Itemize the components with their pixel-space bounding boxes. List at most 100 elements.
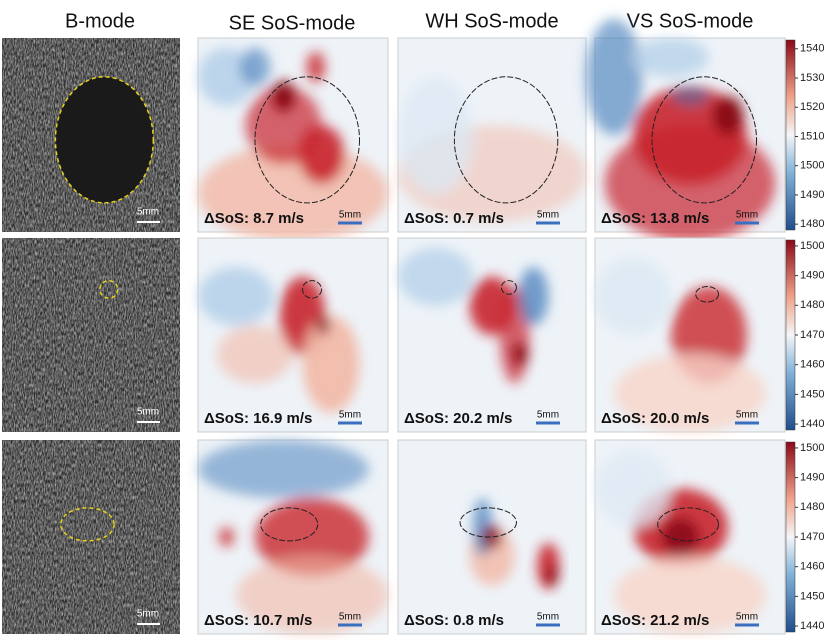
- scale-bar-label: 5mm: [537, 210, 559, 221]
- colorbar-tick-label: 1450: [800, 590, 824, 602]
- column-header: SE SoS-mode: [229, 12, 356, 34]
- colorbar-tick-label: 1440: [800, 418, 824, 430]
- bmode-speckle: [2, 440, 180, 634]
- sos-region: [255, 498, 369, 576]
- delta-sos: ΔSoS: 10.7 m/s: [204, 612, 312, 629]
- colorbar-tick-label: 1490: [800, 472, 824, 484]
- lesion-contour: [695, 286, 719, 303]
- scale-bar-label: 5mm: [736, 210, 758, 221]
- colorbar-tick-label: 1480: [800, 501, 824, 513]
- delta-sos: ΔSoS: 0.8 m/s: [404, 612, 504, 629]
- sos-region: [198, 440, 369, 499]
- sos-region: [218, 527, 235, 547]
- sos-region: [614, 556, 766, 634]
- sos-region: [671, 86, 709, 106]
- sos-blobs: [585, 18, 776, 242]
- colorbar-tick-label: 1500: [800, 442, 824, 454]
- sos-region: [482, 525, 502, 549]
- colorbar-tick-label: 1490: [800, 189, 824, 201]
- lesion-contour: [459, 507, 517, 538]
- colorbar-tick-label: 1500: [800, 240, 824, 252]
- lesion-contour: [99, 279, 119, 299]
- sos-blobs: [595, 257, 766, 433]
- scale-bar-label: 5mm: [137, 407, 159, 418]
- sos-region: [236, 556, 388, 634]
- scale-bar-label: 5mm: [339, 612, 361, 623]
- sos-region: [595, 257, 671, 336]
- scale-bar-label: 5mm: [339, 210, 361, 221]
- sos-region: [633, 38, 709, 77]
- colorbar-tick-label: 1500: [800, 160, 824, 172]
- lesion-contour: [59, 507, 115, 542]
- lesion-contour: [260, 507, 319, 542]
- lesion-contour: [54, 76, 155, 204]
- sos-region: [306, 51, 326, 83]
- scale-bar-label: 5mm: [537, 410, 559, 421]
- bmode-speckle: [2, 238, 180, 432]
- delta-sos: ΔSoS: 20.0 m/s: [601, 410, 709, 427]
- sos-region: [272, 80, 295, 112]
- lesion-contour: [254, 76, 360, 204]
- sos-blobs: [469, 498, 560, 590]
- delta-sos: ΔSoS: 21.2 m/s: [601, 612, 709, 629]
- sos-region: [398, 247, 474, 306]
- sos-blobs: [595, 449, 766, 634]
- sos-region: [302, 315, 360, 413]
- colorbar-tick-label: 1480: [800, 299, 824, 311]
- colorbar-tick-label: 1480: [800, 218, 824, 230]
- delta-sos: ΔSoS: 20.2 m/s: [404, 410, 512, 427]
- scale-bar-label: 5mm: [137, 609, 159, 620]
- lesion-contour: [651, 76, 757, 204]
- delta-sos: ΔSoS: 8.7 m/s: [204, 210, 304, 227]
- sos-blobs: [398, 247, 549, 384]
- sos-blobs: [198, 47, 388, 242]
- sos-region: [217, 325, 293, 384]
- column-header: VS SoS-mode: [627, 10, 754, 32]
- colorbar-tick-label: 1510: [800, 130, 824, 142]
- colorbar-tick-label: 1470: [800, 531, 824, 543]
- colorbar-tick-label: 1470: [800, 329, 824, 341]
- column-header: B-mode: [65, 10, 135, 32]
- lesion-contour: [453, 76, 559, 204]
- scale-bar-label: 5mm: [137, 207, 159, 218]
- sos-region: [712, 96, 744, 135]
- colorbar-tick-label: 1520: [800, 101, 824, 113]
- delta-sos: ΔSoS: 13.8 m/s: [601, 210, 709, 227]
- lesion-contour: [657, 507, 719, 542]
- sos-region: [546, 566, 558, 586]
- sos-region: [585, 18, 643, 135]
- delta-sos: ΔSoS: 16.9 m/s: [204, 410, 312, 427]
- sos-region: [317, 315, 330, 335]
- sos-region: [198, 267, 274, 326]
- colorbar-tick-label: 1460: [800, 561, 824, 573]
- lesion-contour: [302, 280, 322, 299]
- sos-blobs: [198, 440, 388, 634]
- sos-region: [614, 354, 766, 433]
- sos-region: [512, 342, 528, 367]
- sos-region: [239, 47, 271, 87]
- column-header: WH SoS-mode: [425, 10, 558, 32]
- sos-region: [298, 125, 345, 184]
- colorbar-tick-label: 1460: [800, 359, 824, 371]
- sos-blobs: [198, 267, 360, 413]
- sos-region: [398, 76, 474, 194]
- colorbar: [785, 39, 796, 231]
- scale-bar-label: 5mm: [339, 410, 361, 421]
- colorbar-tick-label: 1530: [800, 72, 824, 84]
- colorbar-tick-label: 1450: [800, 388, 824, 400]
- scale-bar-label: 5mm: [537, 612, 559, 623]
- sos-region: [661, 517, 700, 557]
- lesion-contour: [500, 280, 517, 295]
- sos-region: [595, 449, 671, 528]
- colorbar-tick-label: 1490: [800, 270, 824, 282]
- scale-bar-label: 5mm: [736, 410, 758, 421]
- colorbar-tick-label: 1540: [800, 43, 824, 55]
- colorbar-tick-label: 1440: [800, 620, 824, 632]
- colorbar: [785, 239, 796, 431]
- delta-sos: ΔSoS: 0.7 m/s: [404, 210, 504, 227]
- sos-region: [518, 267, 549, 326]
- scale-bar-label: 5mm: [736, 612, 758, 623]
- colorbar: [785, 441, 796, 633]
- sos-blobs: [398, 76, 586, 223]
